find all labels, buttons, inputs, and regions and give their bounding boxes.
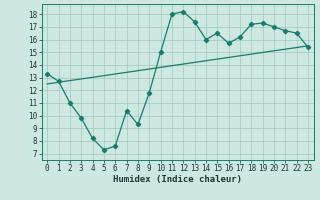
X-axis label: Humidex (Indice chaleur): Humidex (Indice chaleur) bbox=[113, 175, 242, 184]
